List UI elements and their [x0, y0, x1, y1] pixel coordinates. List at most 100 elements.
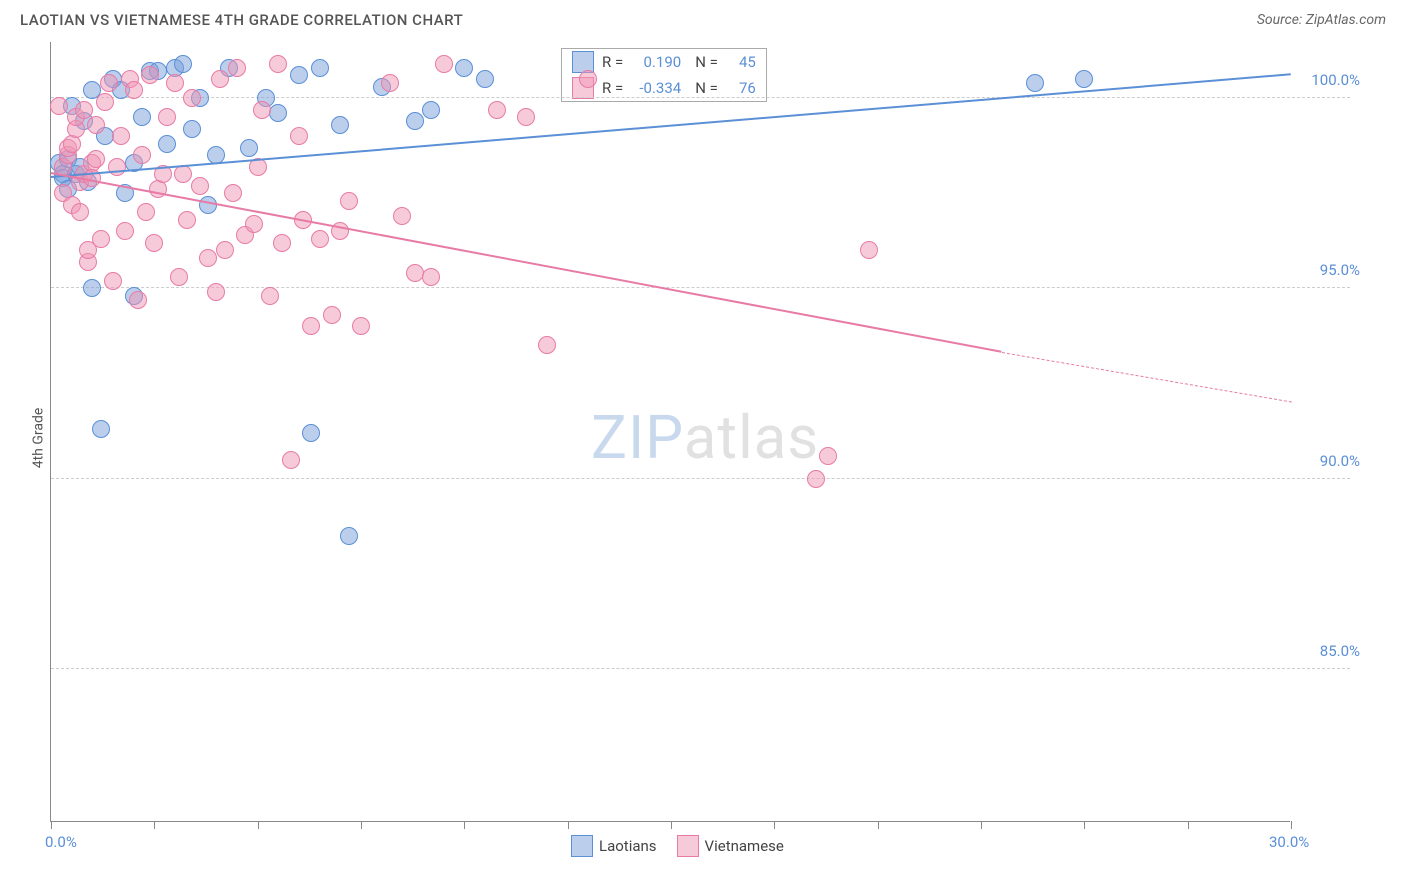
x-tick — [258, 821, 259, 829]
x-tick — [51, 821, 52, 829]
scatter-point — [87, 150, 105, 168]
scatter-point — [302, 317, 320, 335]
watermark: ZIPatlas — [591, 402, 819, 473]
scatter-point — [149, 180, 167, 198]
scatter-point — [311, 230, 329, 248]
scatter-point — [104, 272, 122, 290]
legend-swatch — [677, 835, 699, 857]
scatter-point — [133, 146, 151, 164]
scatter-point — [158, 108, 176, 126]
legend-r-value: 0.190 — [631, 53, 681, 71]
scatter-point — [331, 116, 349, 134]
scatter-point — [579, 70, 597, 88]
x-tick — [1291, 821, 1292, 829]
x-tick — [568, 821, 569, 829]
scatter-point — [538, 336, 556, 354]
legend-series-name: Vietnamese — [705, 837, 784, 855]
legend-r-value: -0.334 — [631, 79, 681, 97]
watermark-zip: ZIP — [591, 402, 684, 473]
scatter-point — [323, 306, 341, 324]
scatter-point — [455, 59, 473, 77]
scatter-point — [352, 317, 370, 335]
x-axis-end-label: 30.0% — [1269, 833, 1309, 851]
scatter-point — [488, 101, 506, 119]
grid-line — [51, 287, 1350, 288]
scatter-point — [116, 222, 134, 240]
scatter-point — [228, 59, 246, 77]
plot-area: ZIPatlas R =0.190N =45R =-0.334N =76 Lao… — [50, 42, 1290, 822]
legend-n-value: 76 — [726, 79, 756, 97]
scatter-point — [406, 264, 424, 282]
scatter-point — [141, 66, 159, 84]
scatter-point — [145, 234, 163, 252]
y-tick-label: 90.0% — [1300, 452, 1360, 470]
x-tick — [981, 821, 982, 829]
scatter-point — [100, 74, 118, 92]
grid-line — [51, 478, 1350, 479]
scatter-point — [273, 234, 291, 252]
scatter-point — [216, 241, 234, 259]
scatter-point — [174, 55, 192, 73]
scatter-point — [178, 211, 196, 229]
scatter-point — [137, 203, 155, 221]
scatter-point — [191, 177, 209, 195]
scatter-point — [340, 527, 358, 545]
grid-line — [51, 97, 1350, 98]
scatter-point — [860, 241, 878, 259]
scatter-point — [807, 470, 825, 488]
scatter-point — [158, 135, 176, 153]
scatter-point — [87, 116, 105, 134]
scatter-point — [269, 104, 287, 122]
scatter-point — [75, 101, 93, 119]
scatter-point — [133, 108, 151, 126]
y-axis-label: 4th Grade — [30, 408, 46, 469]
x-tick — [1188, 821, 1189, 829]
legend-r-label: R = — [602, 53, 623, 71]
grid-line — [51, 668, 1350, 669]
scatter-point — [302, 424, 320, 442]
bottom-legend-item: Vietnamese — [677, 835, 784, 857]
scatter-point — [199, 249, 217, 267]
scatter-point — [211, 70, 229, 88]
scatter-point — [517, 108, 535, 126]
scatter-point — [393, 207, 411, 225]
scatter-point — [261, 287, 279, 305]
x-tick — [1084, 821, 1085, 829]
x-tick — [878, 821, 879, 829]
scatter-point — [63, 135, 81, 153]
scatter-point — [282, 451, 300, 469]
legend-swatch — [571, 835, 593, 857]
scatter-point — [422, 101, 440, 119]
bottom-legend-item: Laotians — [571, 835, 657, 857]
scatter-point — [207, 283, 225, 301]
trend-line-dashed — [1002, 352, 1291, 402]
y-tick-label: 85.0% — [1300, 642, 1360, 660]
legend-series-name: Laotians — [599, 837, 657, 855]
x-tick — [774, 821, 775, 829]
legend-n-value: 45 — [726, 53, 756, 71]
scatter-point — [245, 215, 263, 233]
chart-container: LAOTIAN VS VIETNAMESE 4TH GRADE CORRELAT… — [0, 0, 1406, 892]
scatter-point — [183, 120, 201, 138]
scatter-point — [435, 55, 453, 73]
scatter-point — [83, 279, 101, 297]
scatter-point — [92, 420, 110, 438]
scatter-point — [96, 93, 114, 111]
x-tick — [154, 821, 155, 829]
trend-line — [51, 172, 1002, 353]
scatter-point — [224, 184, 242, 202]
scatter-point — [290, 66, 308, 84]
y-tick-label: 95.0% — [1300, 261, 1360, 279]
scatter-point — [71, 203, 89, 221]
scatter-point — [340, 192, 358, 210]
x-axis-start-label: 0.0% — [45, 833, 77, 851]
scatter-point — [406, 112, 424, 130]
scatter-point — [50, 97, 68, 115]
scatter-point — [1075, 70, 1093, 88]
chart-title: LAOTIAN VS VIETNAMESE 4TH GRADE CORRELAT… — [20, 11, 463, 29]
scatter-point — [311, 59, 329, 77]
scatter-point — [174, 165, 192, 183]
x-tick — [464, 821, 465, 829]
legend-n-label: N = — [695, 53, 718, 71]
watermark-atlas: atlas — [684, 402, 819, 473]
